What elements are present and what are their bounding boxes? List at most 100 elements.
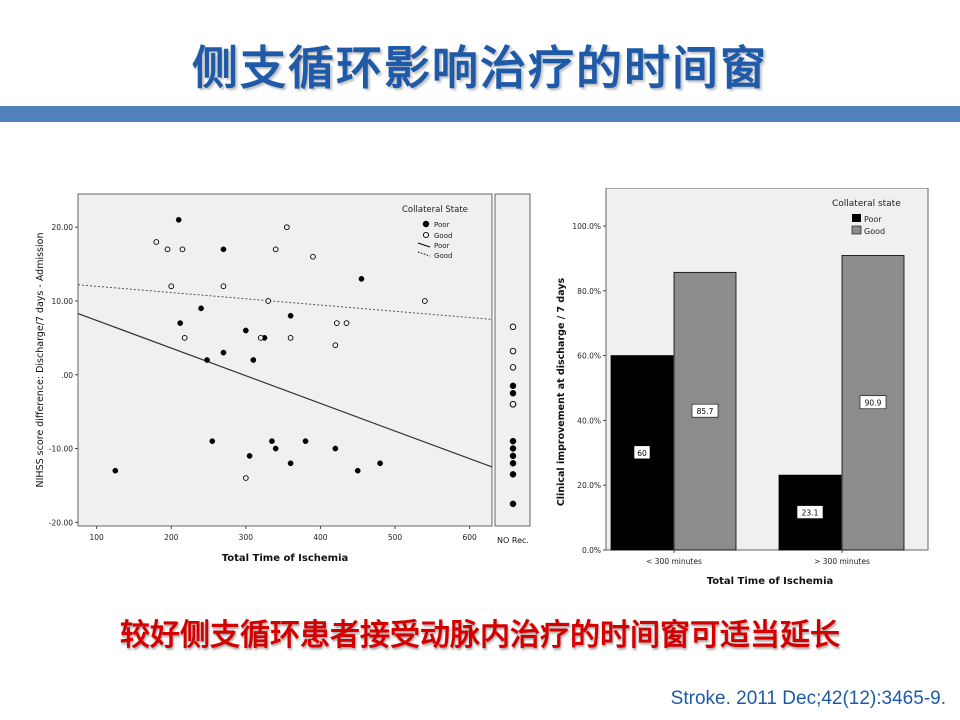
bar-data-label-box xyxy=(633,445,651,460)
scatter-point-good xyxy=(168,283,175,290)
scatter-point-good xyxy=(272,246,279,253)
scatter-point-poor xyxy=(246,453,253,459)
scatter-y-tick-label: -20.00 xyxy=(49,518,73,527)
legend-good-marker xyxy=(422,231,430,239)
bar-legend-good-label: Good xyxy=(864,227,885,236)
bar-y-tick-label: 80.0% xyxy=(577,287,601,296)
legend-poor-line-label: Poor xyxy=(434,242,450,250)
legend-poor-marker xyxy=(422,220,430,228)
scatter-point-poor xyxy=(287,460,294,467)
scatter-y-tick-label: 20.00 xyxy=(52,223,74,232)
scatter-point-good xyxy=(332,342,339,349)
scatter-point-poor xyxy=(112,467,119,474)
fit-line-poor xyxy=(77,312,493,468)
scatter-x-tick-label: 300 xyxy=(239,533,254,542)
title-divider-bar xyxy=(0,106,960,122)
scatter-chart-panel: 20.00 10.00 .00 -10.00 -20.00 100 200 300 400 500… xyxy=(30,188,532,566)
scatter-point-poor xyxy=(358,275,365,282)
no-rec-point-poor xyxy=(509,445,517,452)
no-rec-point-poor xyxy=(509,500,517,508)
scatter-point-good xyxy=(333,320,340,326)
bar-legend-title: Collateral state xyxy=(832,199,901,209)
scatter-point-good xyxy=(287,335,294,341)
bar-legend-poor-swatch xyxy=(852,214,861,222)
bar-data-label: 90.9 xyxy=(865,399,882,408)
scatter-point-poor xyxy=(177,320,184,326)
no-rec-point-poor xyxy=(509,460,517,467)
scatter-plot-area xyxy=(77,193,493,527)
bar-data-label-box xyxy=(691,403,719,418)
scatter-x-tick-label: 100 xyxy=(89,533,104,542)
scatter-legend: Collateral State Poor Good Poor Good xyxy=(402,205,468,260)
scatter-point-poor xyxy=(175,216,182,223)
scatter-point-good xyxy=(343,320,350,326)
scatter-point-good xyxy=(422,298,428,304)
scatter-point-good xyxy=(153,239,160,245)
scatter-point-poor xyxy=(220,349,227,356)
scatter-chart: 20.00 10.00 .00 -10.00 -20.00 100 200 300 400 500… xyxy=(35,193,531,564)
bar-data-label: 85.7 xyxy=(697,407,714,416)
scatter-y-axis-label: NIHSS score difference: Discharge/7 days… xyxy=(35,233,46,488)
scatter-y-tick-label: 10.00 xyxy=(52,297,74,306)
bar-y-tick-label: 20.0% xyxy=(577,481,601,490)
scatter-x-tick-label: 600 xyxy=(462,533,477,542)
legend-good-line xyxy=(417,251,431,257)
scatter-point-poor xyxy=(198,305,204,312)
slide-subtitle: 较好侧支循环患者接受动脉内治疗的时间窗可适当延长 xyxy=(120,618,840,653)
no-rec-point-poor xyxy=(509,382,517,390)
scatter-extra-category-label: NO Rec. xyxy=(497,536,529,545)
bar-data-label-box xyxy=(859,395,887,410)
bar-data-label: 60 xyxy=(637,449,647,458)
scatter-legend-title: Collateral State xyxy=(402,205,468,215)
bar-chart: 0.0% 20.0% 40.0% 60.0% 80.0% 100.0% 60 85.7 < 3… xyxy=(556,187,929,587)
scatter-point-good xyxy=(179,246,186,253)
no-rec-point-poor xyxy=(509,389,517,397)
bar-x-axis-label: Total Time of Ischemia xyxy=(707,576,834,587)
scatter-point-poor xyxy=(377,460,383,467)
no-rec-point-poor xyxy=(509,437,517,445)
scatter-point-poor xyxy=(204,357,210,363)
no-rec-point-good xyxy=(509,401,517,408)
bar-x-tick-label: < 300 minutes xyxy=(646,557,702,566)
scatter-point-poor xyxy=(269,438,275,445)
bar-data-label: 23.1 xyxy=(802,509,819,518)
scatter-point-poor xyxy=(209,438,216,445)
bar-x-tick-label: > 300 minutes xyxy=(814,557,870,566)
scatter-point-good xyxy=(265,298,272,304)
scatter-x-tick-label: 500 xyxy=(388,533,403,542)
bar-y-tick-label: 60.0% xyxy=(577,352,601,361)
legend-good-line-label: Good xyxy=(434,252,452,260)
no-rec-point-poor xyxy=(509,452,517,460)
legend-poor-line xyxy=(417,242,431,248)
no-rec-plot-area xyxy=(494,193,531,527)
slide-title: 侧支循环影响治疗的时间窗 xyxy=(192,41,768,95)
scatter-point-good xyxy=(284,224,290,231)
scatter-x-tick-label: 400 xyxy=(313,533,328,542)
bar-legend-good-swatch xyxy=(851,225,862,235)
bar-legend: Collateral state Poor Good xyxy=(832,199,901,236)
scatter-point-good xyxy=(310,253,316,260)
scatter-point-good xyxy=(181,335,188,341)
legend-good-marker-label: Good xyxy=(434,232,452,240)
scatter-point-good xyxy=(164,246,171,253)
scatter-point-good xyxy=(257,335,264,341)
scatter-x-tick-label: 200 xyxy=(164,533,179,542)
citation: Stroke. 2011 Dec;42(12):3465-9. xyxy=(670,688,946,709)
scatter-point-poor xyxy=(272,445,279,452)
bar-chart-panel: 0.0% 20.0% 40.0% 60.0% 80.0% 100.0% 60 85.7 < 3… xyxy=(548,187,930,588)
bar-y-tick-label: 0.0% xyxy=(582,546,601,555)
bar-data-label-box xyxy=(796,505,824,519)
legend-poor-marker-label: Poor xyxy=(434,221,450,229)
bar-legend-poor-label: Poor xyxy=(864,215,882,224)
fit-line-good xyxy=(77,284,493,320)
scatter-point-poor xyxy=(332,445,339,452)
scatter-x-axis-label: Total Time of Ischemia xyxy=(222,553,349,564)
scatter-point-poor xyxy=(354,467,361,474)
scatter-point-poor xyxy=(302,438,309,445)
no-rec-point-good xyxy=(509,364,517,371)
scatter-point-good xyxy=(242,475,249,481)
scatter-point-poor xyxy=(250,357,257,363)
scatter-point-poor xyxy=(220,246,227,253)
scatter-y-tick-label: -10.00 xyxy=(49,445,73,454)
no-rec-point-poor xyxy=(509,471,517,478)
